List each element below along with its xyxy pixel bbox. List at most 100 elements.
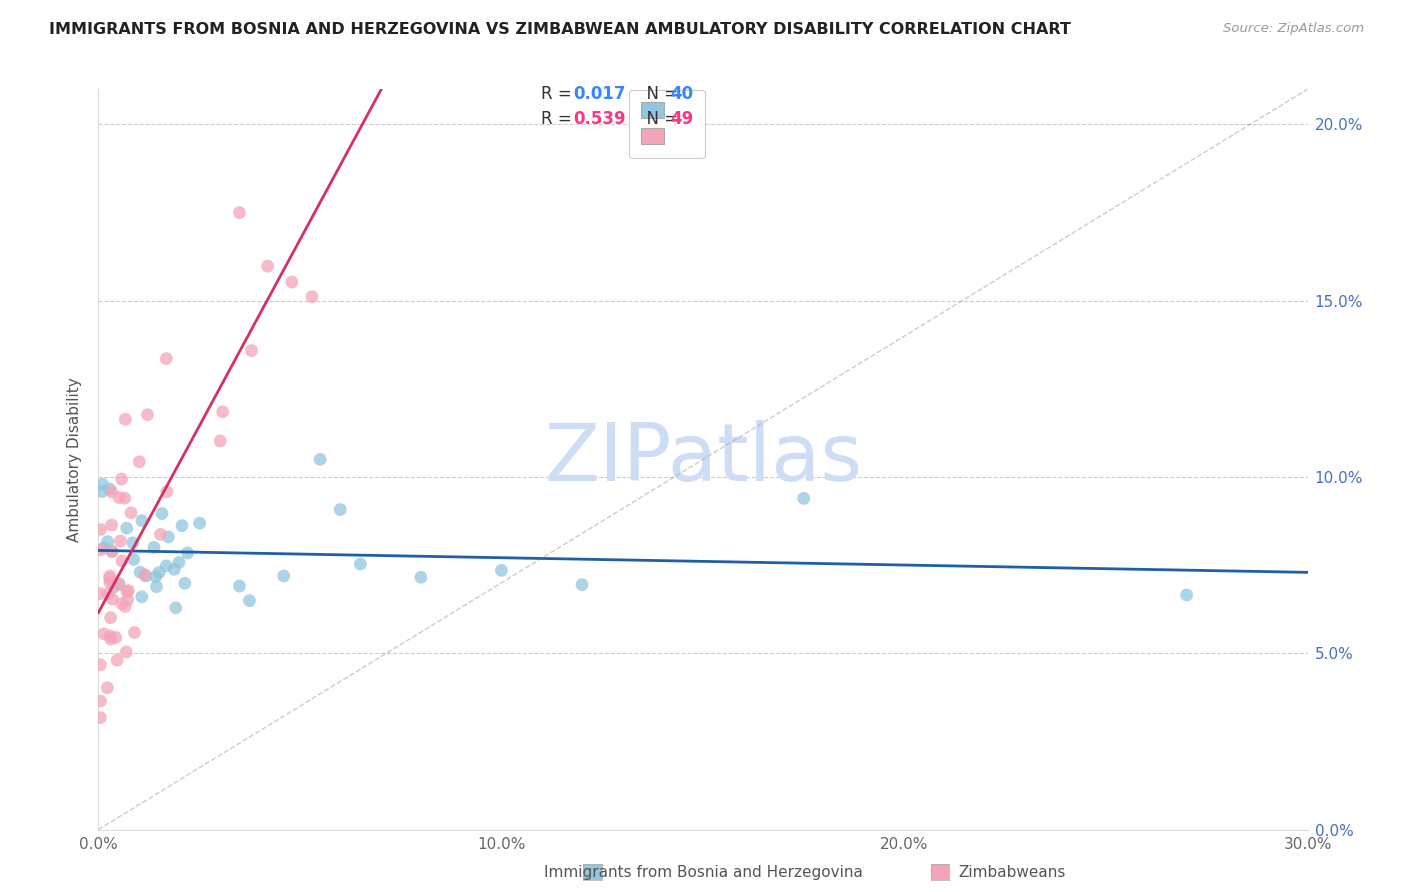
Point <box>157 530 180 544</box>
Point <box>309 452 332 467</box>
Point <box>89 587 111 601</box>
Point <box>117 583 139 598</box>
Point <box>156 484 179 499</box>
Point <box>176 546 198 560</box>
Point <box>228 579 250 593</box>
Point <box>115 584 138 599</box>
Point <box>131 514 153 528</box>
Point <box>209 434 232 448</box>
Point <box>173 576 195 591</box>
Text: Zimbabweans: Zimbabweans <box>959 865 1066 880</box>
Point <box>170 518 193 533</box>
Point <box>110 533 132 548</box>
Point <box>108 577 131 591</box>
Text: ZIPatlas: ZIPatlas <box>544 420 862 499</box>
Point <box>120 506 142 520</box>
Text: 0.539: 0.539 <box>574 110 626 128</box>
Point <box>101 544 124 558</box>
Point <box>145 569 167 583</box>
Point <box>115 521 138 535</box>
Point <box>98 482 121 496</box>
Point <box>240 343 263 358</box>
Point <box>301 290 323 304</box>
Point <box>104 631 127 645</box>
Point <box>117 592 139 607</box>
Point <box>89 657 111 672</box>
Point <box>256 259 278 273</box>
Point <box>114 491 136 505</box>
Point <box>329 502 352 516</box>
Point <box>90 542 112 557</box>
Point <box>129 566 152 580</box>
Point <box>111 597 134 611</box>
Text: N =: N = <box>636 110 683 128</box>
Text: 49: 49 <box>671 110 695 128</box>
Point <box>491 563 513 577</box>
Point <box>409 570 432 584</box>
Point <box>91 484 114 499</box>
Text: IMMIGRANTS FROM BOSNIA AND HERZEGOVINA VS ZIMBABWEAN AMBULATORY DISABILITY CORRE: IMMIGRANTS FROM BOSNIA AND HERZEGOVINA V… <box>49 22 1071 37</box>
Point <box>93 627 115 641</box>
Point <box>101 484 124 499</box>
Point <box>114 599 136 614</box>
Point <box>97 534 120 549</box>
Point <box>101 592 124 607</box>
Point <box>90 523 112 537</box>
Point <box>149 527 172 541</box>
Point <box>211 405 233 419</box>
Point <box>96 681 118 695</box>
Point <box>136 408 159 422</box>
Point <box>150 507 173 521</box>
Text: R =: R = <box>541 85 578 103</box>
Point <box>122 552 145 566</box>
Point <box>238 593 260 607</box>
Point <box>110 472 132 486</box>
Point <box>571 577 593 591</box>
Text: Source: ZipAtlas.com: Source: ZipAtlas.com <box>1223 22 1364 36</box>
Point <box>167 555 190 569</box>
Point <box>111 554 134 568</box>
Point <box>89 710 111 724</box>
Point <box>188 516 211 531</box>
Point <box>103 580 125 594</box>
Point <box>131 590 153 604</box>
Point <box>124 625 146 640</box>
Point <box>793 491 815 506</box>
Point <box>98 575 121 590</box>
Legend:    ,    : , <box>628 90 704 158</box>
Point <box>273 569 295 583</box>
Point <box>115 645 138 659</box>
Point <box>107 577 129 591</box>
Point <box>128 455 150 469</box>
Point <box>134 567 156 582</box>
Point <box>98 569 121 583</box>
Point <box>105 653 128 667</box>
Y-axis label: Ambulatory Disability: Ambulatory Disability <box>67 377 83 541</box>
Point <box>349 557 371 571</box>
Point <box>155 351 177 366</box>
Text: R =: R = <box>541 110 578 128</box>
Point <box>135 569 157 583</box>
Point <box>163 562 186 576</box>
Text: 0.017: 0.017 <box>574 85 626 103</box>
Point <box>281 275 304 289</box>
Point <box>114 412 136 426</box>
Point <box>98 629 121 643</box>
Point <box>91 477 114 491</box>
Point <box>97 587 120 601</box>
Point <box>100 518 122 533</box>
Point <box>89 694 111 708</box>
Point <box>93 541 115 555</box>
Point <box>121 536 143 550</box>
Point <box>100 544 122 558</box>
Text: Immigrants from Bosnia and Herzegovina: Immigrants from Bosnia and Herzegovina <box>544 865 862 880</box>
Text: 40: 40 <box>671 85 693 103</box>
Point <box>1175 588 1198 602</box>
Point <box>155 558 177 573</box>
Point <box>165 600 187 615</box>
Point <box>100 632 122 647</box>
Text: N =: N = <box>636 85 683 103</box>
Point <box>143 541 166 555</box>
Point <box>228 205 250 219</box>
Point <box>100 610 122 624</box>
